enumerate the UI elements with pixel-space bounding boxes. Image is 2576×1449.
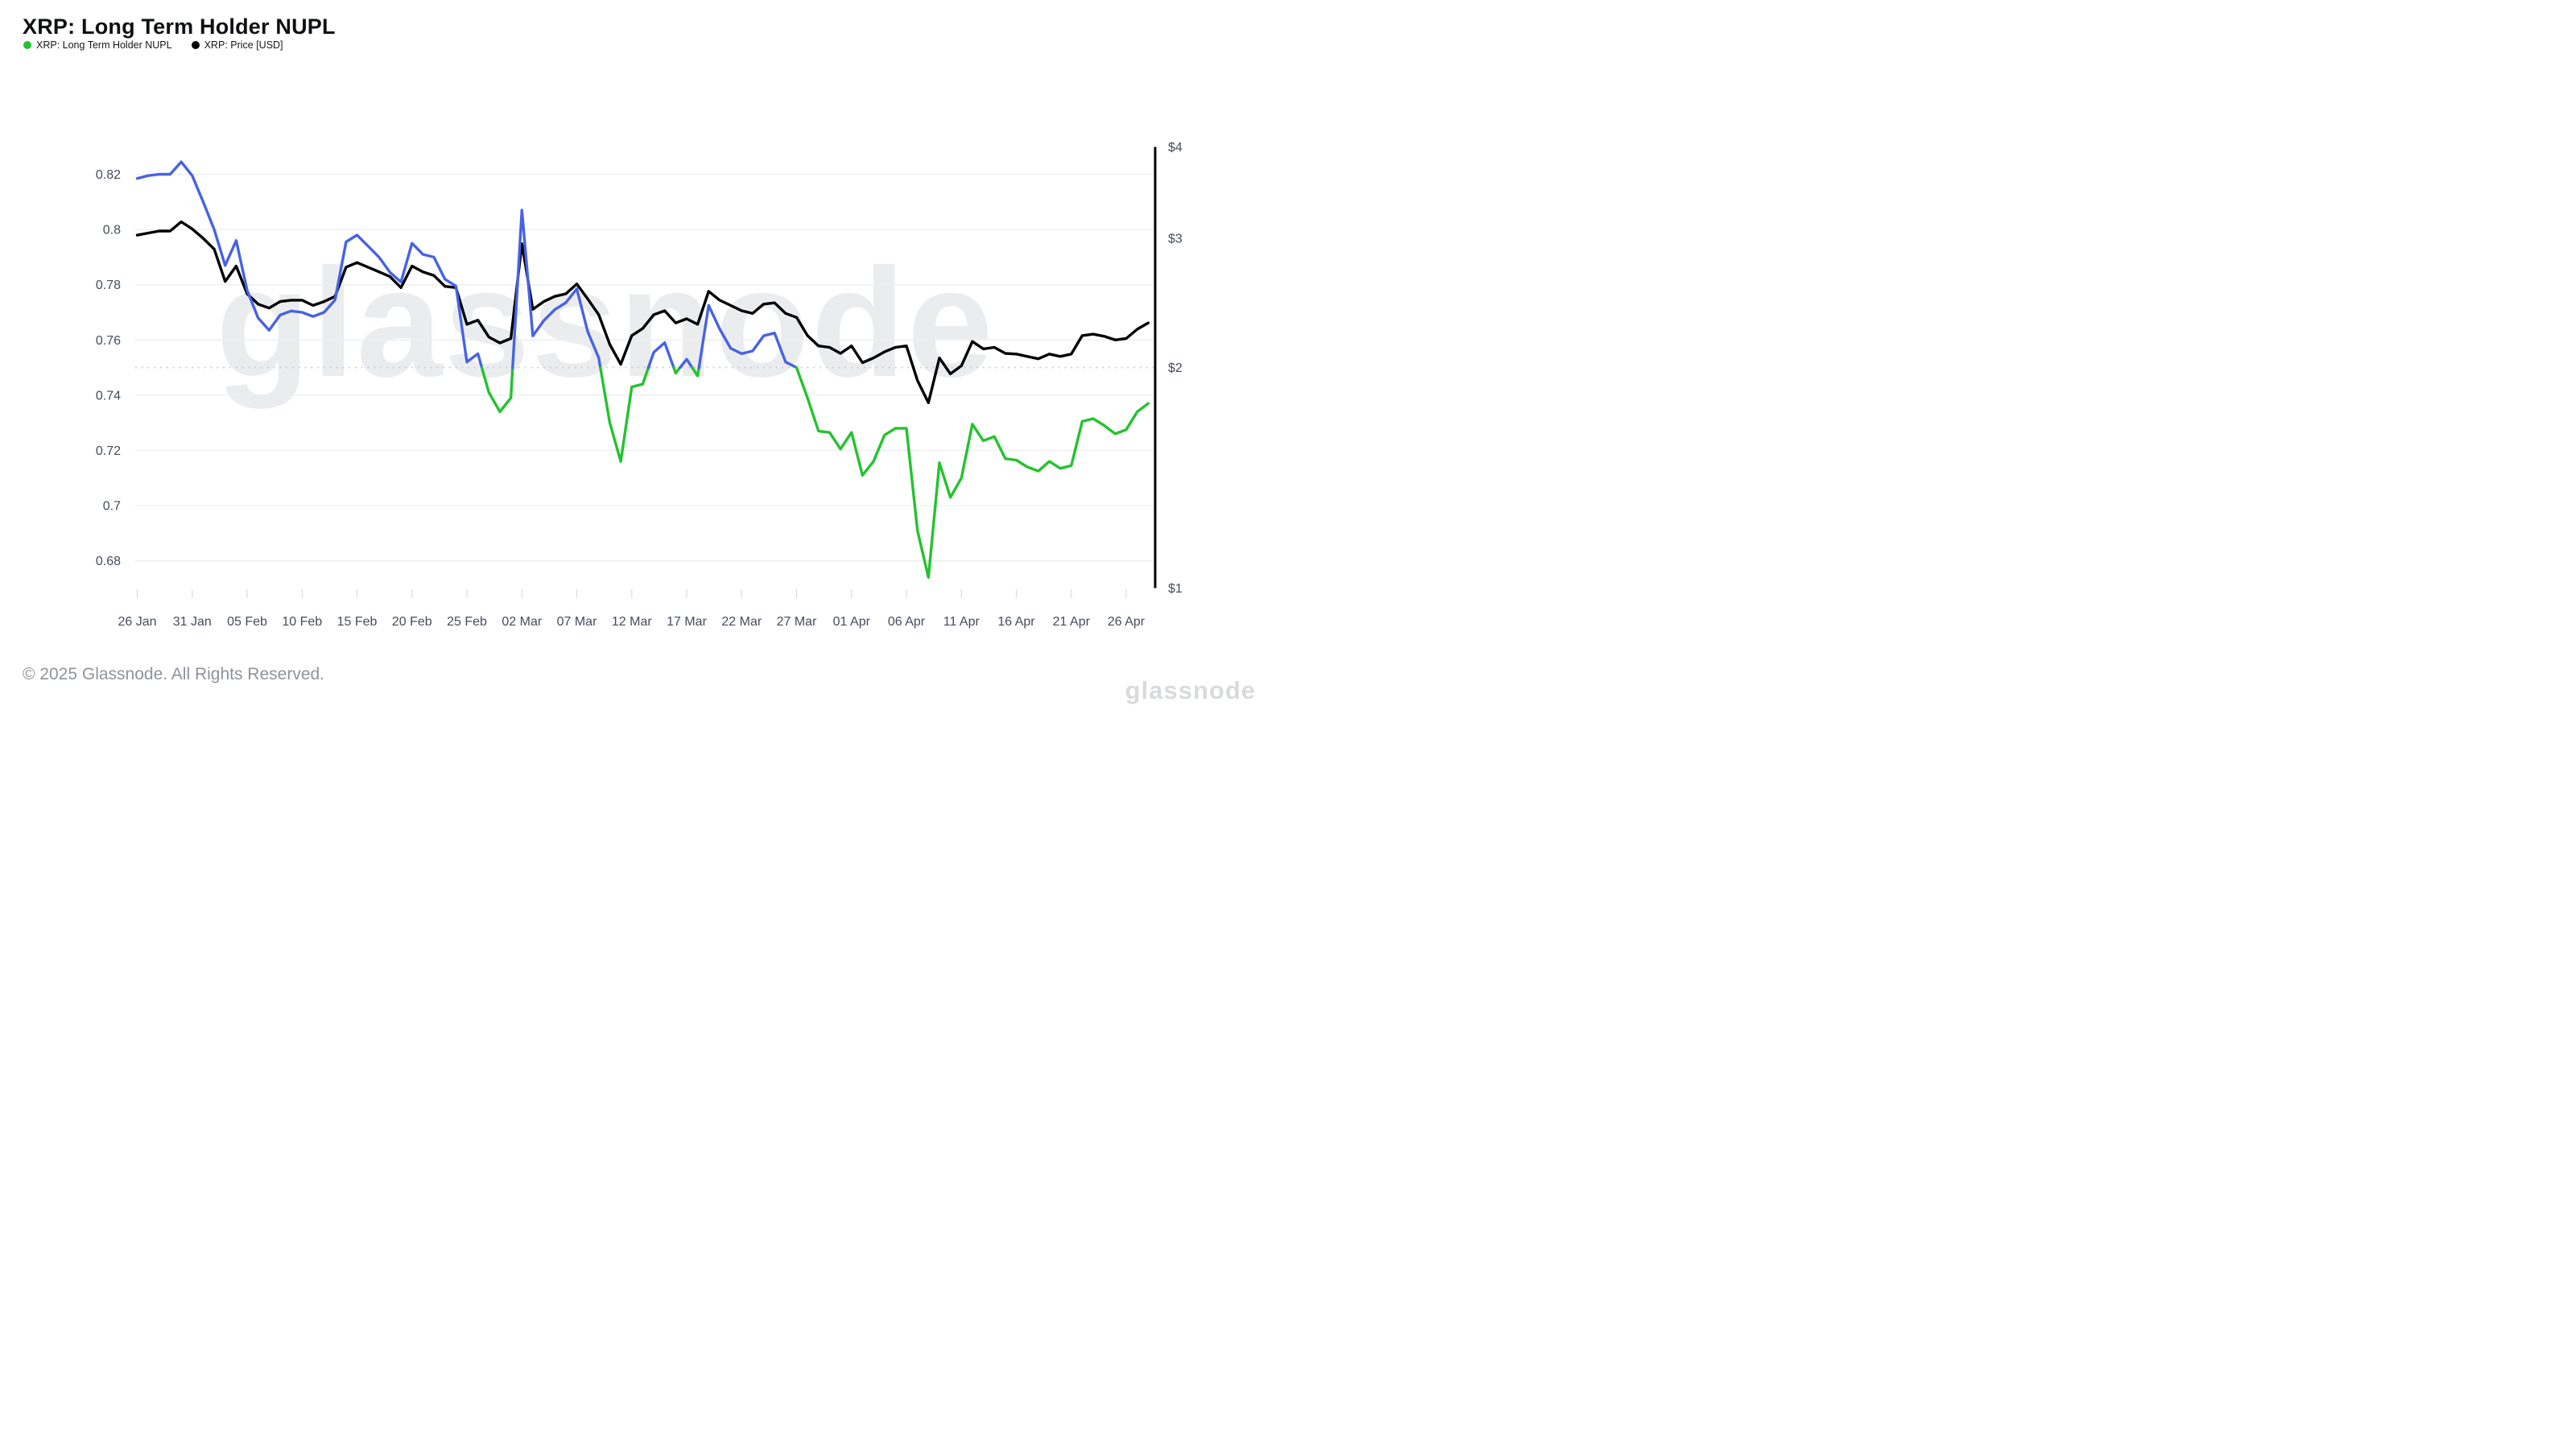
nupl-segment-above — [697, 303, 799, 369]
y-axis-tick-label: 0.82 — [96, 168, 121, 182]
x-axis-tick-label: 15 Feb — [337, 615, 378, 629]
glassnode-watermark: glassnode — [216, 236, 995, 409]
x-axis-tick-label: 01 Apr — [833, 615, 871, 629]
x-axis-tick-label: 21 Apr — [1053, 615, 1091, 629]
price-axis-tick-label: $3 — [1168, 233, 1183, 246]
legend-label: XRP: Price [USD] — [204, 39, 283, 51]
x-axis-tick-label: 12 Mar — [612, 615, 652, 629]
nupl-line — [135, 160, 1150, 579]
x-axis-tick-label: 06 Apr — [888, 615, 926, 629]
legend-swatch — [191, 41, 200, 49]
price-line — [135, 220, 1150, 404]
nupl-segment-below — [795, 365, 1150, 579]
y-axis-tick-label: 0.76 — [96, 334, 121, 348]
nupl-segment-below — [691, 365, 700, 378]
x-axis-tick-label: 05 Feb — [227, 615, 267, 629]
nupl-segment-above — [646, 341, 675, 369]
y-axis-tick-label: 0.8 — [103, 224, 121, 237]
y-axis-tick-label: 0.78 — [96, 279, 121, 292]
x-axis-tick-label: 22 Mar — [721, 615, 762, 629]
nupl-segment-above — [135, 160, 484, 369]
x-axis-tick-label: 27 Mar — [777, 615, 817, 629]
x-axis-tick-label: 25 Feb — [447, 615, 487, 629]
x-axis-tick-label: 26 Jan — [118, 615, 156, 629]
gridlines — [135, 173, 1155, 562]
nupl-segment-above — [679, 357, 694, 369]
x-axis-tick-label: 11 Apr — [943, 615, 980, 629]
x-axis-tick-label: 26 Apr — [1108, 615, 1146, 629]
glassnode-logo: glassnode — [1125, 676, 1256, 704]
price-axis-tick-label: $1 — [1168, 582, 1183, 596]
chart-plot-area[interactable]: 0.82 0.8 0.78 0.76 0.74 0.72 0.7 0.68 $4 $3 $2 $1 26… — [0, 0, 1288, 724]
x-axis-tick-label: 20 Feb — [392, 615, 432, 629]
legend-item-1[interactable]: XRP: Price [USD] — [191, 39, 283, 51]
nupl-segment-below — [480, 365, 514, 414]
legend-item-0[interactable]: XRP: Long Term Holder NUPL — [23, 39, 172, 51]
x-axis-tick-label: 31 Jan — [173, 615, 212, 629]
price-axis-tick-label: $4 — [1168, 141, 1183, 155]
y-axis-tick-label: 0.7 — [103, 500, 121, 514]
nupl-segment-below — [672, 365, 682, 375]
y-axis-tick-label: 0.74 — [96, 389, 121, 402]
nupl-segment-above — [511, 208, 602, 369]
copyright-text: © 2025 Glassnode. All Rights Reserved. — [23, 665, 325, 683]
price-axis-tick-label: $2 — [1168, 361, 1183, 375]
page-title: XRP: Long Term Holder NUPL — [23, 14, 336, 39]
left-axis-labels: 0.82 0.8 0.78 0.76 0.74 0.72 0.7 0.68 — [96, 168, 121, 568]
legend: XRP: Long Term Holder NUPL XRP: Price [US… — [23, 39, 283, 51]
nupl-segment-below — [599, 365, 650, 463]
x-axis-tick-label: 17 Mar — [667, 615, 707, 629]
legend-label: XRP: Long Term Holder NUPL — [36, 39, 172, 51]
legend-swatch — [23, 41, 31, 49]
y-axis-tick-label: 0.72 — [96, 444, 121, 458]
right-axis-labels: $4 $3 $2 $1 — [1168, 141, 1183, 596]
x-axis-tick-label: 10 Feb — [282, 615, 322, 629]
x-axis-tick-label: 02 Mar — [502, 615, 542, 629]
x-axis-tick-label: 07 Mar — [557, 615, 597, 629]
y-axis-tick-label: 0.68 — [96, 555, 121, 568]
x-axis: 26 Jan 31 Jan 05 Feb 10 Feb 15 Feb 20 Feb 25 F… — [118, 589, 1146, 629]
x-axis-tick-label: 16 Apr — [997, 615, 1035, 629]
